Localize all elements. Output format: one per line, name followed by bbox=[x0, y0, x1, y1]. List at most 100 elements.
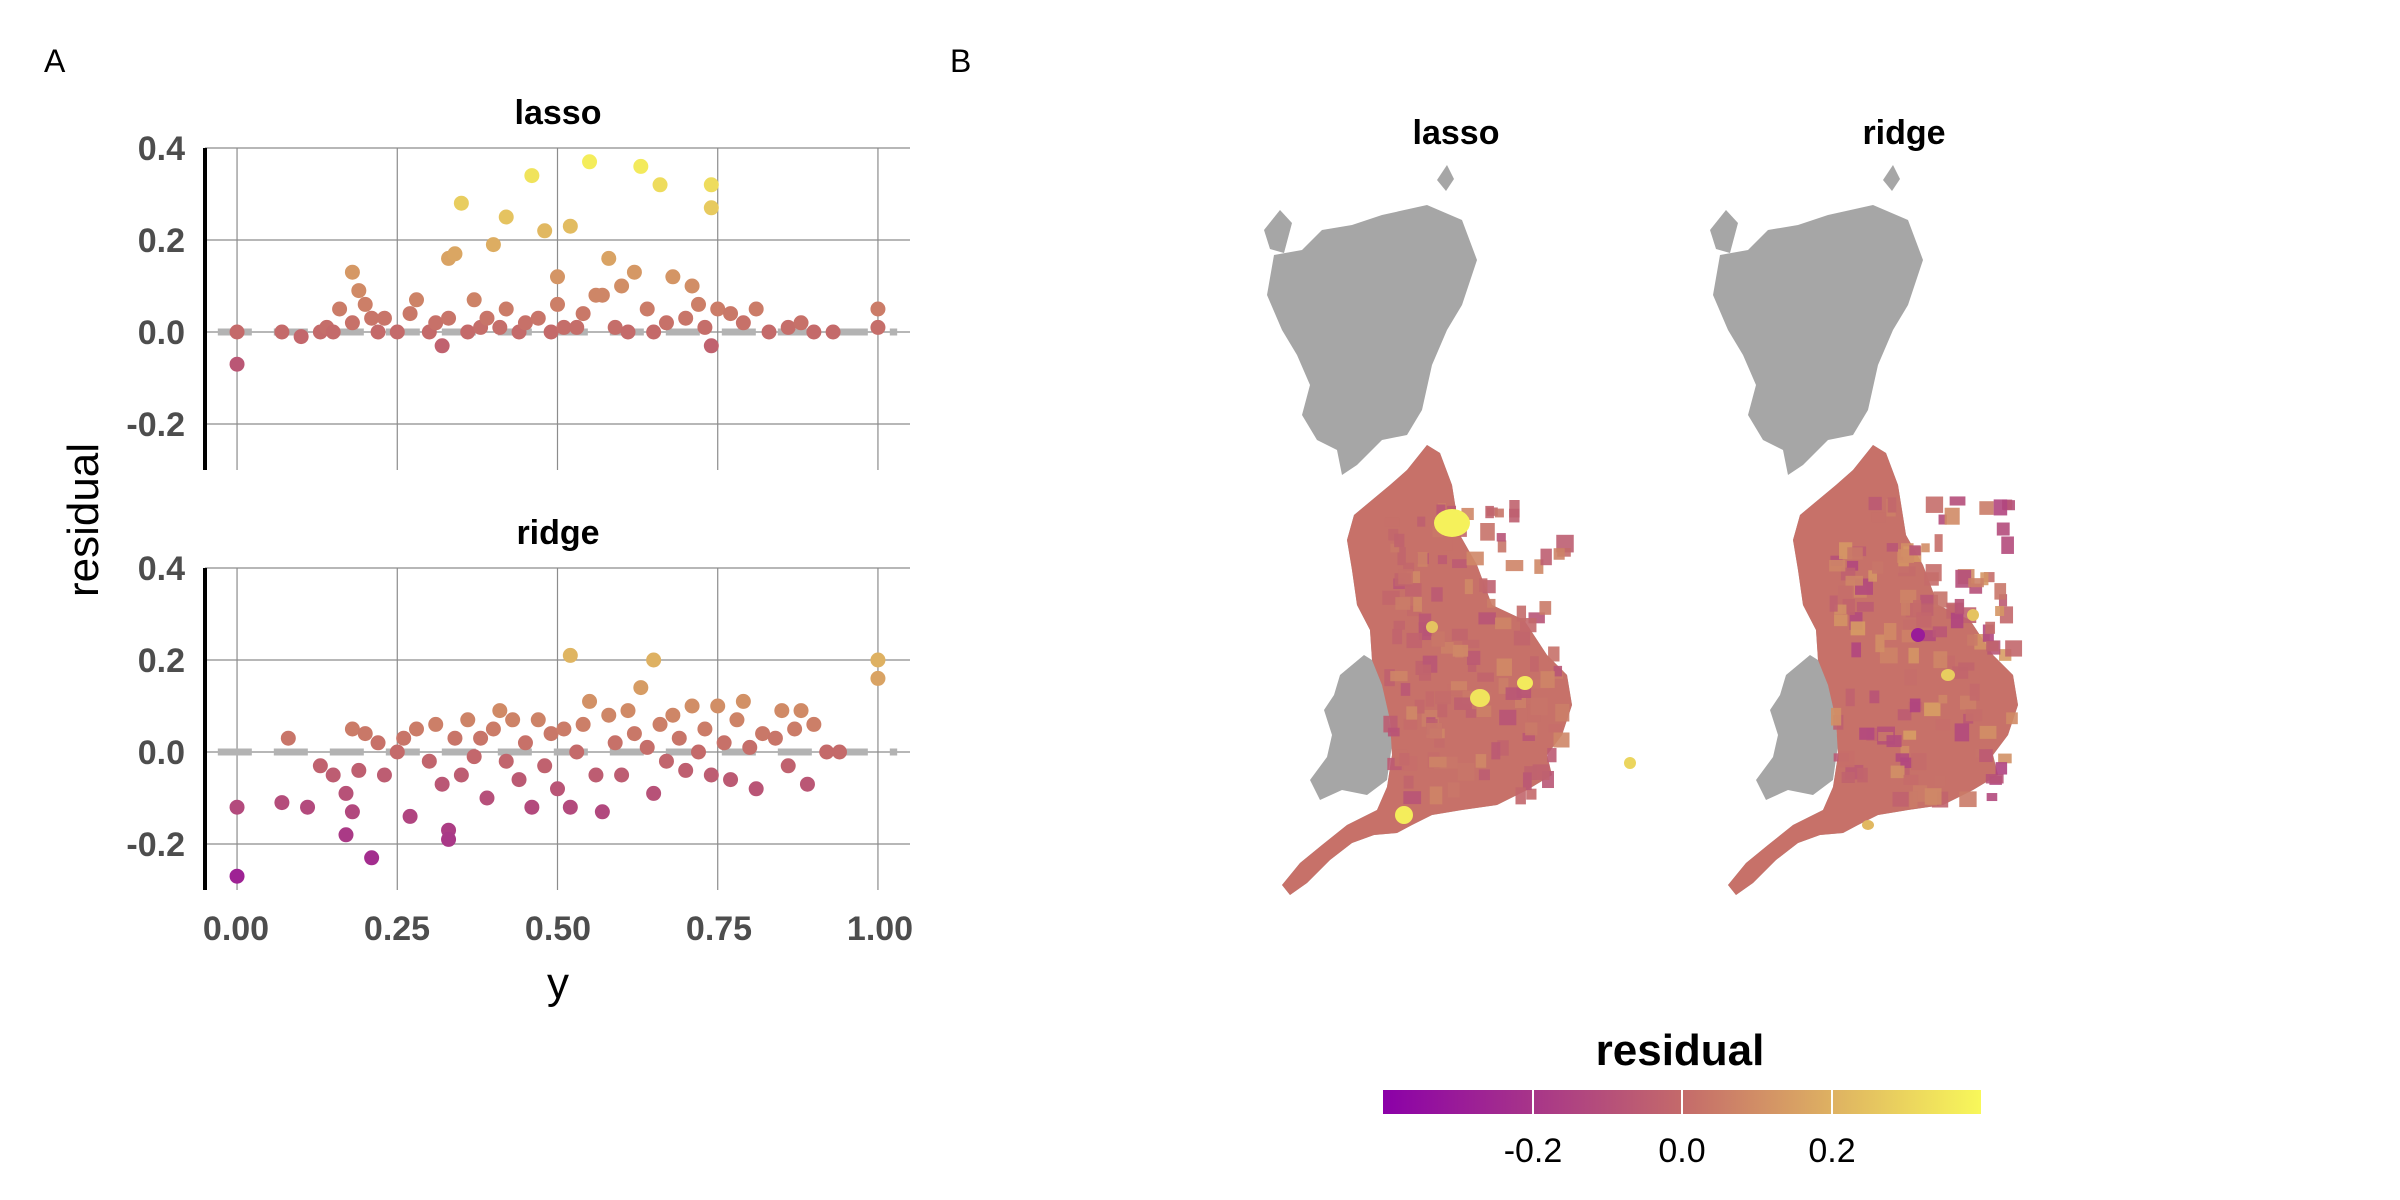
district-region bbox=[1838, 750, 1855, 768]
district-region bbox=[1505, 560, 1524, 572]
district-region bbox=[1406, 571, 1421, 584]
ridge-residual-point bbox=[280, 730, 296, 746]
ridge-residual-point bbox=[607, 735, 623, 751]
lasso-residual-point bbox=[344, 264, 360, 280]
lasso-residual-point bbox=[697, 319, 713, 335]
district-region bbox=[1394, 533, 1405, 548]
district-region bbox=[1965, 709, 1983, 722]
district-region bbox=[1979, 501, 1994, 515]
district-region bbox=[1959, 791, 1977, 808]
lasso-residual-point bbox=[428, 315, 444, 331]
district-region bbox=[1983, 572, 1995, 583]
district-region bbox=[1890, 765, 1905, 779]
ridge-residual-point bbox=[473, 730, 489, 746]
district-region bbox=[1859, 727, 1875, 740]
district-region bbox=[1497, 540, 1507, 553]
ridge-residual-point bbox=[402, 808, 418, 824]
lasso-residual-point bbox=[607, 319, 623, 335]
district-region bbox=[1834, 614, 1848, 627]
lasso-residual-point bbox=[703, 177, 719, 193]
legend-tick-label: -0.2 bbox=[1504, 1132, 1563, 1170]
district-region bbox=[1901, 600, 1911, 616]
ridge-points bbox=[229, 647, 886, 884]
ridge-residual-point bbox=[543, 726, 559, 742]
lasso-residual-point bbox=[569, 319, 585, 335]
district-region bbox=[1414, 699, 1425, 714]
ridge-y-tick-label: 0.0 bbox=[138, 734, 185, 772]
district-region bbox=[1405, 583, 1422, 597]
district-region bbox=[1499, 709, 1517, 726]
ridge-residual-point bbox=[691, 744, 706, 760]
lasso-residual-point bbox=[389, 324, 405, 340]
district-region bbox=[1925, 496, 1944, 513]
district-region bbox=[1520, 618, 1537, 633]
district-region bbox=[1986, 793, 1998, 802]
district-region bbox=[1476, 705, 1492, 718]
ridge-residual-point bbox=[735, 693, 751, 709]
ridge-residual-point bbox=[498, 753, 514, 769]
ridge-residual-point bbox=[575, 716, 591, 732]
district-region bbox=[1830, 707, 1842, 726]
high-residual-region bbox=[1967, 609, 1979, 621]
legend-tick-label: 0.2 bbox=[1808, 1132, 1855, 1170]
ridge-residual-point bbox=[832, 744, 847, 760]
ridge-y-tick-label: -0.2 bbox=[126, 826, 185, 864]
ridge-residual-point bbox=[633, 680, 649, 696]
lasso-residual-point bbox=[498, 209, 514, 225]
lasso-residual-point bbox=[825, 324, 841, 340]
district-region bbox=[1886, 735, 1902, 748]
district-region bbox=[1530, 697, 1548, 716]
ridge-residual-point bbox=[767, 730, 783, 746]
district-region bbox=[1998, 594, 2008, 607]
district-region bbox=[1954, 723, 1970, 742]
lasso-map-title: lasso bbox=[1413, 114, 1500, 152]
district-region bbox=[1883, 623, 1897, 640]
lasso-residual-point bbox=[780, 319, 796, 335]
lasso-residual-point bbox=[575, 306, 591, 322]
lasso-residual-point bbox=[710, 301, 726, 317]
district-region bbox=[1434, 738, 1445, 748]
ridge-residual-point bbox=[671, 730, 687, 746]
ridge-residual-point bbox=[300, 799, 316, 815]
legend-tick-label: 0.0 bbox=[1658, 1132, 1705, 1170]
district-region bbox=[1911, 753, 1927, 771]
district-region bbox=[1979, 725, 1997, 739]
ridge-residual-point bbox=[344, 804, 360, 820]
lasso-residual-point bbox=[601, 250, 617, 266]
district-region bbox=[1539, 601, 1552, 615]
district-region bbox=[1913, 600, 1922, 617]
district-region bbox=[1916, 612, 1932, 628]
ridge-residual-point bbox=[517, 735, 533, 751]
ridge-residual-point bbox=[569, 744, 585, 760]
ridge-residual-point bbox=[376, 767, 392, 783]
district-region bbox=[1417, 516, 1426, 527]
ridge-residual-point bbox=[229, 868, 245, 884]
lasso-residual-point bbox=[441, 310, 457, 326]
x-tick-label: 0.50 bbox=[525, 910, 591, 948]
district-region bbox=[1440, 641, 1454, 654]
lasso-residual-point bbox=[652, 177, 668, 193]
lasso-residual-point bbox=[402, 306, 418, 322]
legend-title: residual bbox=[1596, 1026, 1765, 1075]
district-region bbox=[1967, 634, 1978, 646]
lasso-map bbox=[1264, 165, 1636, 895]
district-region bbox=[1871, 512, 1886, 523]
ridge-residual-point bbox=[723, 772, 739, 788]
lasso-residual-point bbox=[633, 158, 649, 174]
ridge-residual-point bbox=[710, 698, 726, 714]
district-region bbox=[1392, 628, 1403, 645]
district-region bbox=[1935, 719, 1951, 731]
district-region bbox=[1486, 507, 1498, 516]
lasso-residual-point bbox=[376, 310, 392, 326]
district-region bbox=[1933, 651, 1948, 669]
lasso-residual-point bbox=[748, 301, 764, 317]
district-region bbox=[1986, 640, 1999, 652]
district-region bbox=[1403, 562, 1415, 572]
district-region bbox=[1431, 587, 1443, 602]
ridge-residual-point bbox=[703, 767, 719, 783]
district-region bbox=[1886, 543, 1898, 552]
lasso-residual-point bbox=[691, 296, 706, 312]
district-region bbox=[1406, 706, 1418, 720]
y-axis-title: residual bbox=[59, 443, 108, 597]
